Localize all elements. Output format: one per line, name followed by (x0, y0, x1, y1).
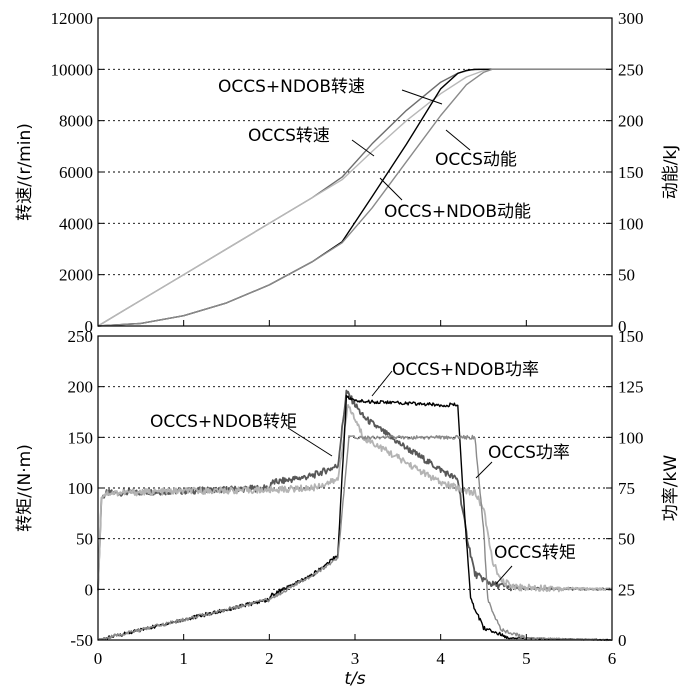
x-tick-label: 5 (522, 649, 531, 668)
top-left-tick-label: 8000 (59, 112, 93, 131)
axis-ticks: 0200040006000800010000120000501001502002… (51, 9, 644, 668)
annotation-occs-ndob-torque: OCCS+NDOB转矩 (150, 412, 297, 432)
bottom-right-tick-label: 75 (618, 479, 635, 498)
top-left-tick-label: 4000 (59, 214, 93, 233)
annotation-occs-torque: OCCS转矩 (494, 543, 576, 563)
x-tick-label: 4 (436, 649, 445, 668)
top-series-occs-left (97, 68, 612, 327)
bottom-left-tick-label: 50 (76, 530, 93, 549)
leader-occs-ndob-speed (401, 89, 443, 105)
top-series-occs-ndob-right (97, 68, 612, 327)
bottom-right-axis-label: 功率/kW (661, 455, 681, 522)
x-tick-label: 3 (351, 649, 360, 668)
top-series-occs-ndob-left (97, 68, 612, 327)
top-right-tick-label: 200 (618, 112, 644, 131)
top-left-tick-label: 10000 (51, 60, 94, 79)
annotation-occs-power: OCCS功率 (488, 443, 570, 463)
bottom-left-tick-label: 150 (68, 428, 94, 447)
bottom-series-occs-ndob-right (97, 394, 613, 641)
bottom-left-tick-label: 200 (68, 378, 94, 397)
bottom-right-tick-label: 150 (618, 327, 644, 346)
annotation-occs-energy: OCCS动能 (435, 150, 517, 170)
x-tick-label: 2 (265, 649, 274, 668)
bottom-right-tick-label: 25 (618, 580, 635, 599)
leader-occs-ndob-power (371, 370, 393, 397)
leader-occs-ndob-energy (379, 177, 403, 201)
top-plot-series (97, 68, 612, 327)
leader-occs-ndob-torque (287, 427, 333, 457)
bottom-left-tick-label: 100 (68, 479, 94, 498)
top-right-tick-label: 250 (618, 60, 644, 79)
bottom-left-tick-label: -50 (70, 631, 93, 650)
top-left-tick-label: 12000 (51, 9, 94, 28)
top-left-tick-label: 2000 (59, 266, 93, 285)
leader-occs-torque (495, 565, 513, 585)
bottom-annotations: OCCS+NDOB功率 OCCS+NDOB转矩 OCCS功率 OCCS转矩 (150, 360, 576, 585)
bottom-left-axis-label: 转矩/(N·m) (15, 444, 35, 532)
bottom-right-tick-label: 0 (618, 631, 627, 650)
bottom-right-tick-label: 100 (618, 428, 644, 447)
top-series-occs-right (97, 68, 612, 327)
x-axis-label: t/s (344, 669, 365, 689)
x-tick-label: 6 (608, 649, 617, 668)
x-tick-label: 1 (179, 649, 188, 668)
leader-occs-power (475, 461, 493, 479)
bottom-series-occs-right (97, 434, 613, 642)
top-right-tick-label: 0 (618, 317, 627, 336)
top-right-tick-label: 100 (618, 214, 644, 233)
bottom-right-tick-label: 125 (618, 378, 644, 397)
annotation-occs-speed: OCCS转速 (248, 126, 330, 146)
top-left-tick-label: 0 (85, 317, 94, 336)
x-tick-label: 0 (94, 649, 103, 668)
bottom-series-occs-left (97, 404, 613, 593)
bottom-right-tick-label: 50 (618, 530, 635, 549)
top-left-axis-label: 转速/(r/min) (15, 123, 35, 221)
top-right-tick-label: 50 (618, 266, 635, 285)
bottom-left-tick-label: 0 (85, 580, 94, 599)
annotation-occs-ndob-power: OCCS+NDOB功率 (392, 360, 539, 380)
top-right-tick-label: 300 (618, 9, 644, 28)
leader-occs-energy (445, 129, 471, 151)
top-right-axis-label: 动能/kJ (661, 145, 681, 200)
top-annotations: OCCS+NDOB转速 OCCS转速 OCCS动能 OCCS+NDOB动能 (218, 77, 531, 222)
top-right-tick-label: 150 (618, 163, 644, 182)
leader-occs-speed (351, 139, 375, 157)
top-left-tick-label: 6000 (59, 163, 93, 182)
bottom-left-tick-label: 250 (68, 327, 94, 346)
annotation-occs-ndob-speed: OCCS+NDOB转速 (218, 77, 365, 97)
annotation-occs-ndob-energy: OCCS+NDOB动能 (384, 202, 531, 222)
top-grid (98, 68, 612, 276)
